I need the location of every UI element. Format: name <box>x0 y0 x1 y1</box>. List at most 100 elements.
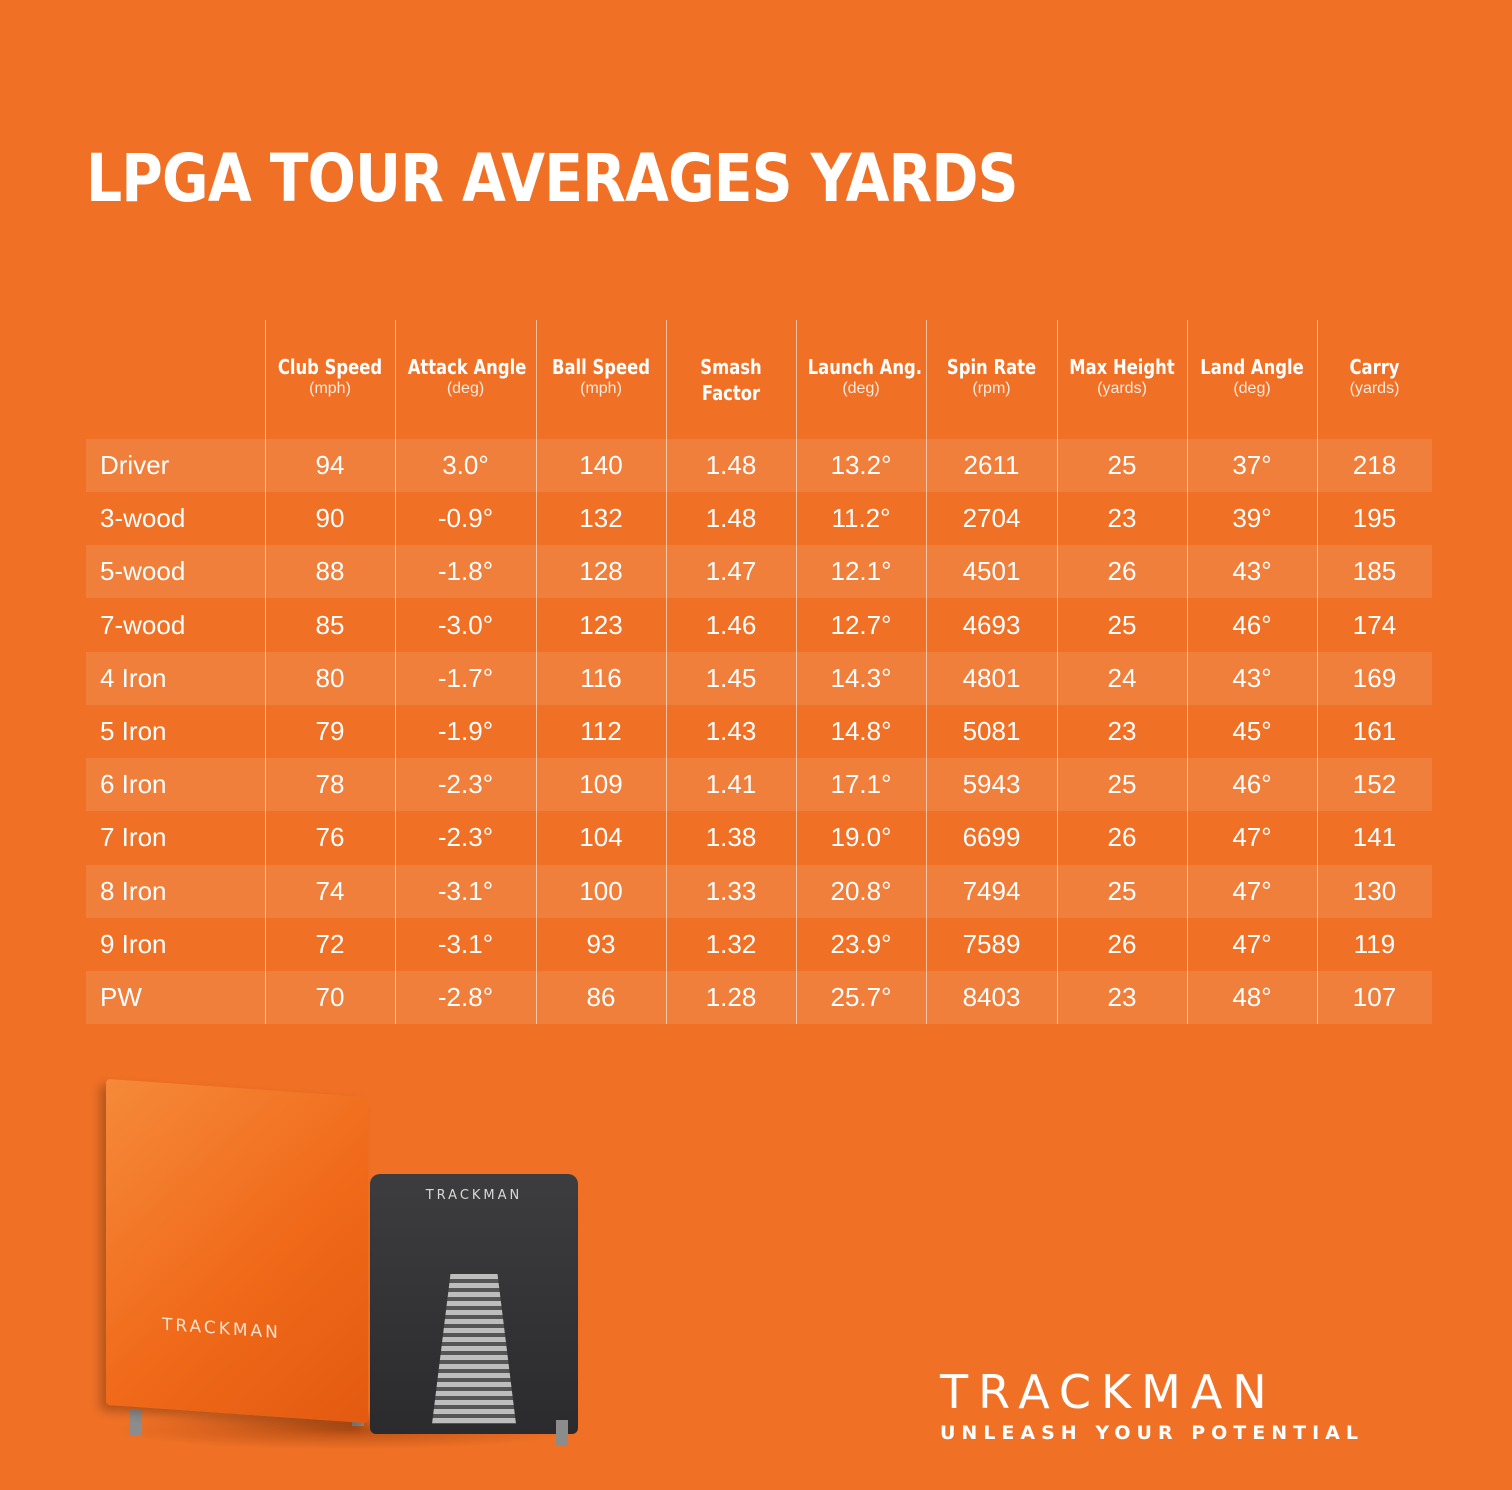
table-cell: 46° <box>1232 609 1272 640</box>
column-header-name: Land Angle <box>1200 355 1304 379</box>
table-cell: 3.0° <box>442 450 489 480</box>
column-divider <box>395 320 396 1024</box>
brand-logo: TRACKMAN UNLEASH YOUR POTENTIAL <box>940 1368 1432 1444</box>
column-header: Attack Angle (deg) <box>395 354 536 398</box>
table-cell: 14.3° <box>830 662 892 693</box>
table-cell: 161 <box>1352 716 1397 746</box>
table-cell: 25 <box>1107 875 1137 906</box>
column-divider <box>666 320 667 1024</box>
row-label: 9 Iron <box>100 928 167 959</box>
column-header-name: Max Height <box>1069 355 1175 379</box>
row-band <box>86 545 1432 599</box>
column-header-unit: (yards) <box>1097 380 1147 397</box>
table-cell: 26 <box>1107 556 1137 587</box>
table-cell: 14.8° <box>830 716 892 746</box>
table-cell: 112 <box>580 716 622 746</box>
table-cell: 25 <box>1107 609 1137 640</box>
row-label: 3-wood <box>100 503 186 534</box>
table-cell: 23.9° <box>830 928 892 959</box>
table-cell: 4693 <box>962 609 1021 640</box>
table-cell: 46° <box>1232 769 1272 800</box>
table-cell: 45° <box>1232 716 1272 746</box>
table-cell: 47° <box>1232 875 1272 906</box>
table-cell: 47° <box>1232 928 1272 959</box>
trackman-device-image: TRACKMAN TRACKMAN <box>100 1078 590 1450</box>
table-cell: 1.32 <box>705 928 757 959</box>
table-cell: 1.41 <box>705 769 757 800</box>
table-cell: 107 <box>1352 982 1397 1012</box>
row-label: 5 Iron <box>100 716 167 746</box>
table-cell: 85 <box>315 609 345 640</box>
table-cell: 25 <box>1107 769 1137 800</box>
table-cell: 6699 <box>962 822 1021 853</box>
table-cell: 100 <box>579 875 623 906</box>
column-divider <box>926 320 927 1024</box>
vent-grille <box>432 1274 516 1424</box>
table-cell: 19.0° <box>830 822 892 853</box>
column-header: Launch Ang. (deg) <box>796 354 926 398</box>
table-cell: 25 <box>1107 450 1137 480</box>
page-title: LPGA TOUR AVERAGES YARDS <box>86 140 1019 217</box>
table-cell: 1.38 <box>705 822 757 853</box>
row-label: 4 Iron <box>100 662 167 693</box>
column-header: Ball Speed (mph) <box>536 354 666 398</box>
column-header-unit: (rpm) <box>972 380 1011 397</box>
table-cell: 23 <box>1107 982 1137 1012</box>
column-header-name: Carry <box>1349 355 1400 379</box>
column-header-name: Launch Ang. <box>807 355 923 379</box>
table-cell: 25.7° <box>830 982 892 1012</box>
table-cell: 26 <box>1107 928 1137 959</box>
table-cell: 12.7° <box>830 609 892 640</box>
table-cell: 5081 <box>962 716 1021 746</box>
table-cell: 128 <box>579 556 623 587</box>
column-divider <box>536 320 537 1024</box>
row-band <box>86 439 1432 492</box>
black-unit-label: TRACKMAN <box>425 1188 523 1203</box>
column-header-unit: (yards) <box>1349 380 1400 397</box>
table-cell: 79 <box>315 716 345 746</box>
table-cell: 23 <box>1107 503 1137 534</box>
table-cell: 1.28 <box>705 982 757 1012</box>
device-leg <box>556 1420 568 1446</box>
table-cell: 140 <box>579 450 623 480</box>
table-cell: -2.3° <box>437 822 494 853</box>
row-band <box>86 864 1432 918</box>
row-label: 5-wood <box>100 556 186 587</box>
column-divider <box>1317 320 1318 1024</box>
table-cell: -0.9° <box>437 503 494 534</box>
column-header-name: Ball Speed <box>551 355 651 379</box>
column-header: Club Speed (mph) <box>265 354 395 398</box>
table-cell: 1.33 <box>705 875 757 906</box>
row-label: 7-wood <box>100 609 186 640</box>
table-cell: 132 <box>579 503 623 534</box>
table-cell: 169 <box>1352 662 1397 693</box>
table-cell: -3.1° <box>437 875 494 906</box>
table-cell: 43° <box>1232 556 1272 587</box>
table-cell: 2704 <box>962 503 1021 534</box>
brand-name: TRACKMAN <box>940 1365 1277 1419</box>
table-cell: 1.46 <box>705 609 757 640</box>
table-cell: 43° <box>1232 662 1272 693</box>
table-cell: 116 <box>580 662 622 693</box>
column-header: Smash Factor <box>666 354 796 406</box>
table-cell: 12.1° <box>830 556 892 587</box>
table-cell: 94 <box>315 450 345 480</box>
table-cell: 90 <box>315 503 345 534</box>
table-cell: 78 <box>315 769 345 800</box>
row-band <box>86 651 1432 705</box>
brand-tagline: UNLEASH YOUR POTENTIAL <box>940 1422 1364 1444</box>
device-leg <box>130 1410 142 1436</box>
table-cell: 1.43 <box>705 716 757 746</box>
table-cell: 2611 <box>963 450 1020 480</box>
column-header-name: Attack Angle <box>407 355 527 379</box>
row-label: 8 Iron <box>100 875 167 906</box>
table-cell: 4501 <box>962 556 1021 587</box>
table-cell: 23 <box>1107 716 1137 746</box>
table-cell: 123 <box>579 609 623 640</box>
table-cell: 7589 <box>962 928 1021 959</box>
column-header-name: Spin Rate <box>946 355 1037 379</box>
table-cell: 1.48 <box>705 450 757 480</box>
column-divider <box>265 320 266 1024</box>
table-cell: 76 <box>315 822 345 853</box>
table-cell: 152 <box>1352 769 1397 800</box>
